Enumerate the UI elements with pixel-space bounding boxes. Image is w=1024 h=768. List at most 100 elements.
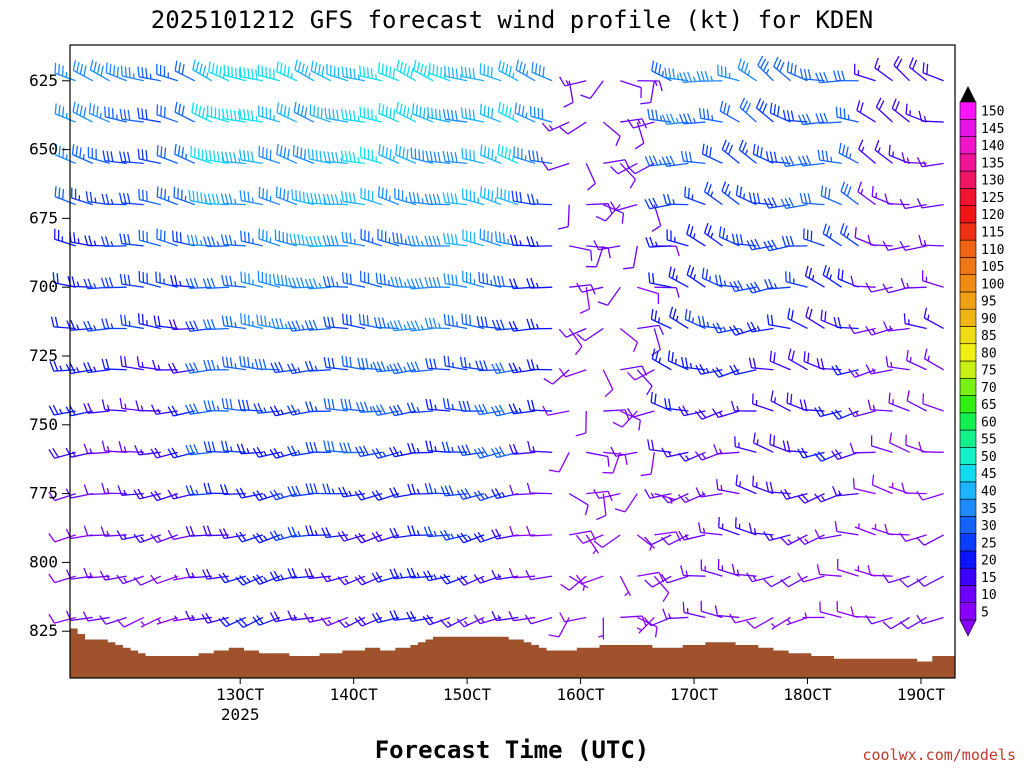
barb-flag [499, 362, 505, 373]
barb-half-flag [344, 621, 350, 627]
barb-flag [763, 241, 770, 252]
wind-barb [321, 527, 349, 539]
wind-barb [324, 107, 349, 123]
barb-flag [171, 230, 174, 242]
wind-barb [603, 159, 631, 170]
wind-barb [83, 567, 110, 579]
barb-flag [53, 360, 59, 372]
barb-flag [477, 532, 485, 542]
barb-flag [899, 621, 909, 630]
barb-staff [122, 575, 144, 585]
barb-staff [620, 365, 643, 371]
barb-flag [882, 283, 889, 294]
barb-half-flag [399, 572, 403, 579]
barb-flag [479, 103, 482, 115]
barb-flag [803, 193, 808, 204]
barb-flag [83, 107, 87, 118]
barb-flag [612, 421, 623, 428]
barb-flag [100, 65, 104, 77]
barb-flag [299, 190, 301, 202]
barb-flag [438, 109, 441, 120]
barb-staff [906, 359, 927, 371]
barb-flag [215, 64, 219, 76]
barb-flag [791, 350, 795, 361]
barb-flag [119, 108, 123, 120]
barb-flag [501, 103, 505, 115]
barb-flag [835, 364, 842, 375]
barb-flag [671, 268, 676, 279]
barb-flag [773, 352, 776, 363]
barb-half-flag [410, 114, 413, 120]
barb-flag [48, 405, 55, 416]
barb-flag [652, 273, 655, 284]
barb-half-flag [654, 80, 658, 87]
barb-flag [451, 315, 454, 326]
wind-barb [407, 525, 434, 537]
barb-half-flag [854, 410, 859, 416]
barb-flag [490, 448, 498, 458]
barb-half-flag [89, 572, 93, 578]
wind-barb [101, 399, 127, 412]
barb-flag [651, 225, 662, 232]
wind-barb [619, 575, 631, 597]
barb-staff [739, 106, 757, 123]
barb-flag [875, 97, 882, 108]
wind-barb [797, 113, 825, 126]
wind-barb [660, 573, 689, 584]
barb-staff [513, 534, 536, 537]
barb-half-flag [344, 578, 349, 584]
wind-barb [636, 616, 655, 634]
wind-barb [905, 434, 927, 453]
barb-flag [737, 280, 744, 291]
barb-flag [530, 193, 535, 205]
barb-flag [461, 313, 464, 324]
wind-barb [355, 401, 383, 413]
barb-flag [679, 113, 685, 125]
barb-flag [118, 192, 123, 204]
barb-half-flag [693, 274, 696, 280]
barb-staff [700, 117, 723, 123]
barb-flag [716, 322, 723, 333]
barb-flag [859, 102, 864, 113]
barb-flag [644, 156, 651, 167]
barb-half-flag [318, 282, 322, 289]
barb-flag [181, 147, 185, 158]
barb-flag [283, 147, 287, 158]
barb-flag [602, 471, 613, 474]
barb-flag [848, 368, 856, 378]
barb-flag [538, 64, 542, 76]
wind-barb [293, 101, 315, 123]
barb-flag [727, 144, 734, 155]
barb-flag [389, 487, 395, 498]
barb-flag [211, 193, 216, 205]
wind-barb [137, 148, 161, 164]
barb-flag [273, 447, 281, 458]
barb-flag [614, 508, 626, 513]
barb-flag [511, 190, 515, 202]
barb-flag [304, 65, 309, 76]
barb-flag [208, 150, 212, 161]
barb-staff [889, 442, 910, 453]
wind-barb [360, 270, 383, 288]
wind-barb [340, 150, 366, 164]
wind-barb [360, 187, 383, 206]
wind-barb [526, 277, 553, 289]
wind-barb [425, 358, 451, 371]
barb-flag [302, 191, 305, 203]
wind-barb [602, 369, 614, 398]
barb-half-flag [157, 408, 161, 414]
barb-flag [321, 65, 325, 77]
wind-barb [496, 187, 519, 206]
barb-flag [260, 315, 263, 326]
barb-flag [647, 439, 651, 450]
barb-staff [206, 409, 229, 412]
wind-barb [258, 145, 281, 164]
barb-staff [378, 72, 400, 82]
barb-flag [629, 178, 637, 189]
barb-flag [427, 526, 433, 537]
barb-flag [185, 404, 191, 415]
barb-flag [697, 522, 702, 533]
barb-flag [722, 227, 726, 239]
barb-flag [393, 527, 399, 538]
barb-flag [105, 193, 110, 205]
